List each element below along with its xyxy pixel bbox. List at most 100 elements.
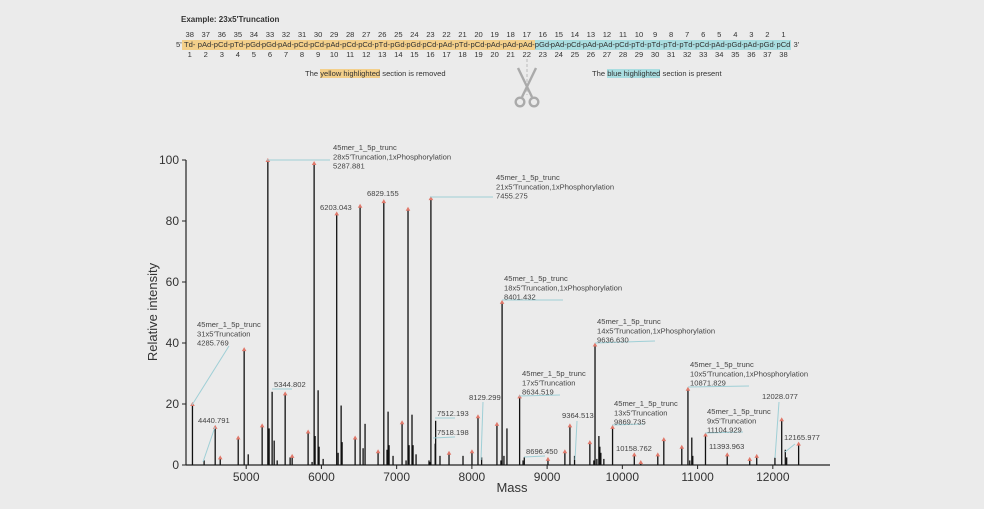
peak-marker: [796, 441, 801, 446]
bottom-number: 7: [283, 50, 289, 59]
bottom-number: 33: [698, 50, 708, 59]
annotation-leader-line: [518, 394, 561, 397]
peak-annotation: 7512.193: [435, 409, 469, 419]
top-number: 37: [201, 30, 210, 39]
peak-marker: [405, 206, 411, 211]
nucleotide: pTd-: [663, 40, 680, 50]
bottom-number: 37: [763, 50, 772, 59]
x-tick-label: 12000: [756, 470, 790, 484]
nucleotide: pTd-: [647, 40, 664, 50]
sequence: 5' 38 Td- 1 37 pAd- 2 36 pCd- 3 35 pTd- 4 34 pGd- 5 33 p…: [176, 30, 799, 60]
peak-marker: [357, 203, 363, 208]
bottom-number: 26: [586, 50, 596, 59]
bottom-number: 32: [682, 50, 692, 59]
peak-marker: [562, 449, 568, 454]
nucleotide-unit: 24 pGd- 15: [406, 30, 423, 60]
bottom-number: 31: [666, 50, 676, 59]
annotation-text: 5287.881: [333, 162, 365, 171]
bottom-number: 11: [346, 50, 355, 59]
nucleotide: pGd-: [727, 40, 745, 50]
peak-annotation: 8129.299: [469, 393, 501, 461]
nucleotide-unit: 31 pCd- 8: [294, 30, 310, 60]
nucleotide: Td-: [181, 40, 198, 50]
nucleotide: pGd-: [759, 40, 777, 50]
peak-marker: [754, 453, 760, 458]
nucleotide: pAd-: [438, 40, 455, 50]
scissors-icon: [514, 67, 540, 108]
nucleotide: pTd-: [374, 40, 391, 50]
nucleotide: pTd-: [229, 40, 246, 50]
bottom-number: 23: [538, 50, 547, 59]
nucleotide-unit: 17 pAd- 22: [518, 30, 535, 60]
peak-annotation: 7518.198: [432, 428, 469, 439]
nucleotide: pTd-: [454, 40, 471, 50]
peak-marker: [428, 196, 434, 201]
top-number: 28: [345, 30, 355, 39]
nucleotide-unit: 18 pAd- 21: [502, 30, 519, 60]
peak-marker: [475, 414, 481, 419]
y-tick-label: 20: [166, 397, 180, 411]
nucleotide: pCd-: [310, 40, 327, 50]
bottom-number: 24: [554, 50, 564, 59]
nucleotide-unit: 29 pAd- 10: [326, 30, 343, 60]
removed-note-highlight: yellow highlighted: [320, 69, 381, 78]
annotation-text: 9364.513: [562, 411, 594, 420]
annotation-text: 10871.829: [690, 379, 726, 388]
nucleotide: pGd-: [261, 40, 279, 50]
nucleotide-unit: 1 pCd 38: [775, 30, 792, 60]
bottom-number: 16: [426, 50, 435, 59]
top-number: 33: [265, 30, 275, 39]
x-tick-label: 8000: [459, 470, 486, 484]
annotation-leader-line: [202, 426, 216, 463]
nucleotide: pAd-: [518, 40, 535, 50]
annotation-text: 21x5'Truncation,1xPhosphorylation: [496, 182, 614, 191]
nucleotide: pCd-: [695, 40, 712, 50]
peak-annotation: 4440.791: [198, 416, 230, 463]
annotation-leader-line: [687, 385, 750, 388]
nucleotide: pGd-: [245, 40, 263, 50]
nucleotide-unit: 5 pAd- 34: [711, 30, 728, 60]
peak-marker: [446, 450, 452, 455]
nucleotide-unit: 4 pGd- 35: [727, 30, 745, 60]
nucleotide-unit: 19 pAd- 20: [486, 30, 503, 60]
peak-annotation: 45mer_1_5p_trunc14x5'Truncation,1xPhosph…: [594, 317, 715, 345]
nucleotide: pCd-: [566, 40, 584, 50]
removed-note-prefix: The: [305, 69, 321, 78]
annotations: 45mer_1_5p_trunc28x5'Truncation,1xPhosph…: [191, 143, 820, 463]
peak-annotation: 45mer_1_5p_trunc28x5'Truncation,1xPhosph…: [267, 143, 451, 171]
nucleotide: pAd-: [550, 40, 567, 50]
top-number: 7: [685, 30, 690, 39]
nucleotide-unit: 32 pAd- 7: [277, 30, 295, 60]
top-number: 24: [410, 30, 419, 39]
annotation-text: 13x5'Truncation: [614, 408, 668, 417]
top-number: 14: [570, 30, 580, 39]
nucleotide: pCd-: [422, 40, 439, 50]
annotation-text: 7512.193: [437, 409, 469, 418]
nucleotide-unit: 34 pGd- 5: [245, 30, 263, 60]
peak-marker: [545, 456, 551, 461]
annotation-text: 45mer_1_5p_trunc: [690, 360, 754, 369]
top-number: 4: [733, 30, 738, 39]
five-prime-label: 5': [176, 40, 182, 49]
bottom-number: 8: [299, 50, 305, 59]
annotation-leader-line: [191, 345, 230, 406]
annotation-text: 12165.977: [784, 433, 820, 442]
annotation-text: 45mer_1_5p_trunc: [333, 143, 397, 152]
top-number: 8: [669, 30, 674, 39]
top-number: 30: [313, 30, 323, 39]
bottom-number: 20: [490, 50, 499, 59]
nucleotide: pCd-: [342, 40, 359, 50]
top-number: 29: [329, 30, 339, 39]
y-tick-label: 60: [166, 275, 180, 289]
annotation-text: 9x5'Truncation: [707, 416, 756, 425]
peak-marker: [381, 199, 387, 204]
top-number: 10: [634, 30, 644, 39]
nucleotide: pCd-: [614, 40, 632, 50]
bottom-number: 2: [203, 50, 208, 59]
present-note-suffix: section is present: [660, 69, 722, 78]
top-number: 3: [749, 30, 754, 39]
annotation-leader-line: [574, 420, 578, 461]
